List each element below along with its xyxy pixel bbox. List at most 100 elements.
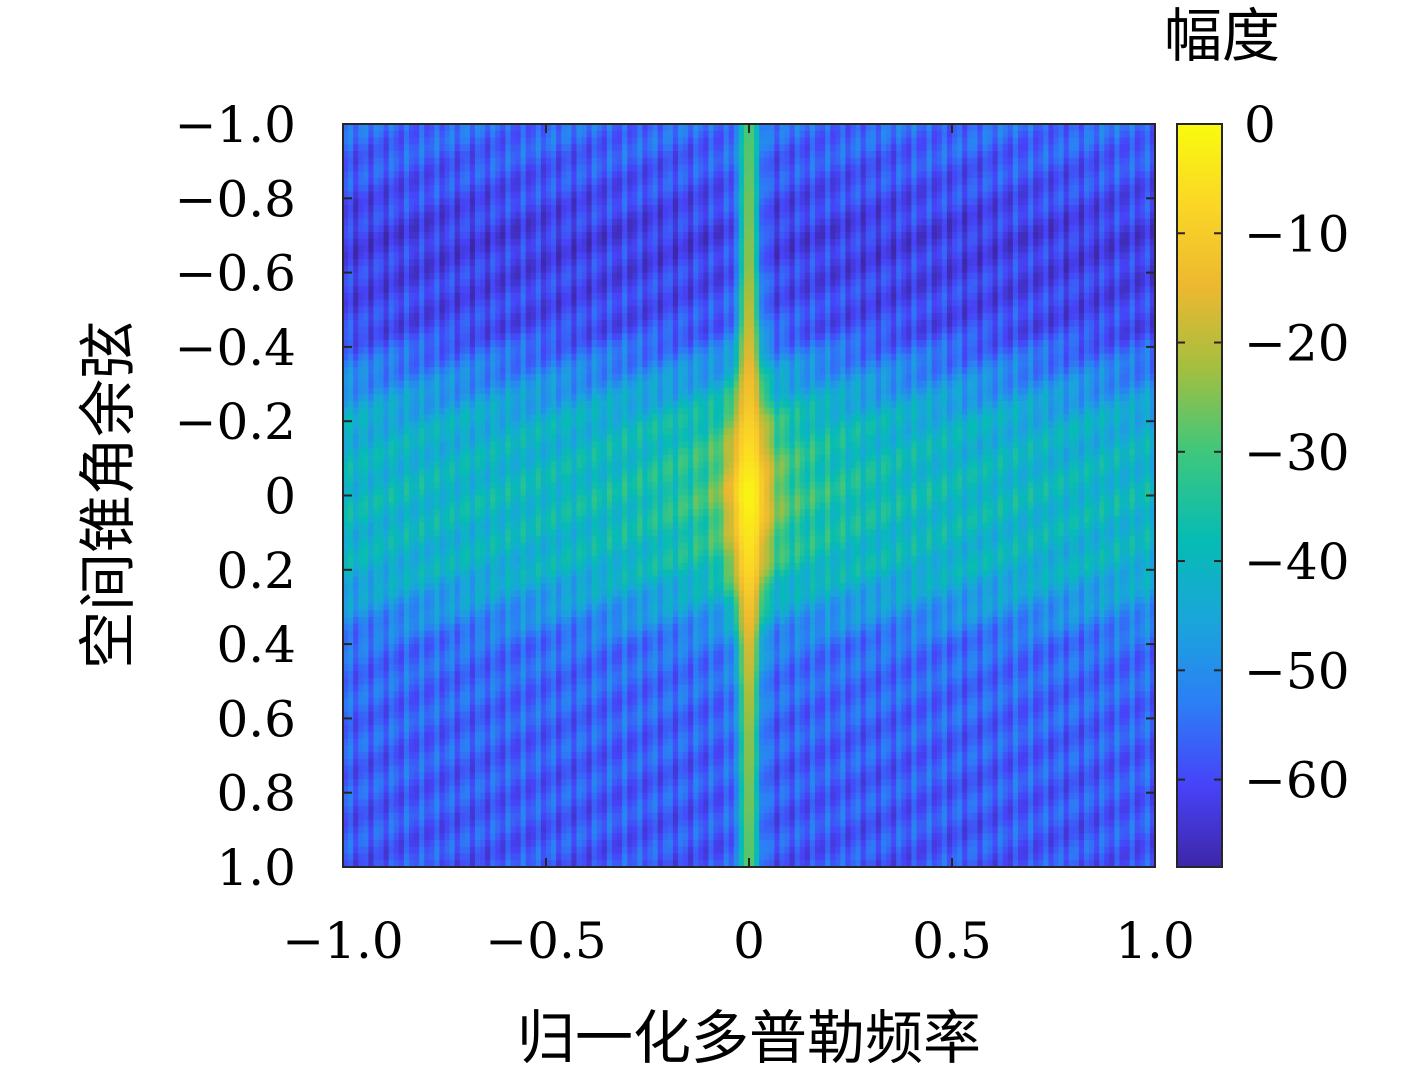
heatmap-cell [764,212,770,219]
heatmap-cell [1018,205,1024,212]
heatmap-cell [663,171,669,178]
heatmap-cell [612,178,618,185]
heatmap-cell [1099,259,1105,266]
heatmap-cell [434,246,440,253]
heatmap-cell [673,327,679,334]
heatmap-cell [465,293,471,300]
heatmap-cell [856,273,862,280]
heatmap-cell [866,205,872,212]
heatmap-cell [1043,266,1049,273]
heatmap-cell [429,212,435,219]
heatmap-cell [1028,306,1034,313]
heatmap-cell [790,239,796,246]
heatmap-cell [688,144,694,151]
heatmap-cell [1089,266,1095,273]
heatmap-cell [353,165,359,172]
heatmap-cell [399,144,405,151]
heatmap-cell [455,171,461,178]
heatmap-cell [576,165,582,172]
heatmap-cell [1079,279,1085,286]
heatmap-cell [510,144,516,151]
heatmap-cell [972,239,978,246]
heatmap-cell [1099,171,1105,178]
heatmap-cell [480,333,486,340]
heatmap-cell [419,198,425,205]
heatmap-cell [749,232,755,239]
heatmap-cell [384,300,390,307]
heatmap-cell [541,178,547,185]
heatmap-cell [688,239,694,246]
heatmap-cell [759,198,765,205]
heatmap-cell [683,327,689,334]
heatmap-cell [1135,158,1141,165]
heatmap-cell [719,259,725,266]
heatmap-cell [967,313,973,320]
heatmap-cell [445,198,451,205]
heatmap-cell [942,198,948,205]
heatmap-cell [1069,300,1075,307]
heatmap-cell [617,219,623,226]
heatmap-cell [389,144,395,151]
heatmap-cell [1043,212,1049,219]
heatmap-cell [1074,151,1080,158]
heatmap-cell [566,239,572,246]
heatmap-cell [495,293,501,300]
heatmap-cell [927,252,933,259]
heatmap-cell [1043,178,1049,185]
heatmap-cell [419,259,425,266]
heatmap-cell [592,273,598,280]
heatmap-cell [571,158,577,165]
heatmap-cell [384,232,390,239]
heatmap-cell [861,286,867,293]
heatmap-cell [546,205,552,212]
heatmap-cell [713,293,719,300]
heatmap-cell [414,232,420,239]
heatmap-cell [1140,124,1146,131]
heatmap-cell [754,286,760,293]
heatmap-cell [551,219,557,226]
heatmap-cell [627,165,633,172]
heatmap-cell [977,158,983,165]
heatmap-cell [1033,327,1039,334]
heatmap-cell [998,239,1004,246]
heatmap-cell [500,185,506,192]
heatmap-cell [632,293,638,300]
heatmap-cell [851,232,857,239]
heatmap-cell [1013,158,1019,165]
heatmap-cell [531,333,537,340]
heatmap-cell [774,165,780,172]
heatmap-cell [1114,306,1120,313]
heatmap-cell [967,192,973,199]
heatmap-cell [348,165,354,172]
heatmap-cell [424,171,430,178]
heatmap-cell [632,124,638,131]
heatmap-cell [764,232,770,239]
heatmap-cell [434,124,440,131]
heatmap-cell [932,138,938,145]
heatmap-cell [510,131,516,138]
heatmap-cell [404,246,410,253]
heatmap-cell [886,165,892,172]
heatmap-cell [551,151,557,158]
heatmap-cell [790,313,796,320]
heatmap-cell [820,225,826,232]
heatmap-cell [445,246,451,253]
heatmap-cell [627,212,633,219]
heatmap-cell [592,259,598,266]
heatmap-cell [932,293,938,300]
heatmap-cell [597,293,603,300]
heatmap-cell [901,178,907,185]
heatmap-cell [1125,138,1131,145]
heatmap-cell [967,185,973,192]
heatmap-cell [1013,131,1019,138]
heatmap-cell [424,306,430,313]
heatmap-cell [500,138,506,145]
heatmap-cell [1140,313,1146,320]
heatmap-cell [993,313,999,320]
heatmap-cell [576,192,582,199]
heatmap-cell [754,327,760,334]
heatmap-cell [1114,171,1120,178]
heatmap-cell [551,225,557,232]
heatmap-cell [1125,246,1131,253]
heatmap-cell [759,273,765,280]
